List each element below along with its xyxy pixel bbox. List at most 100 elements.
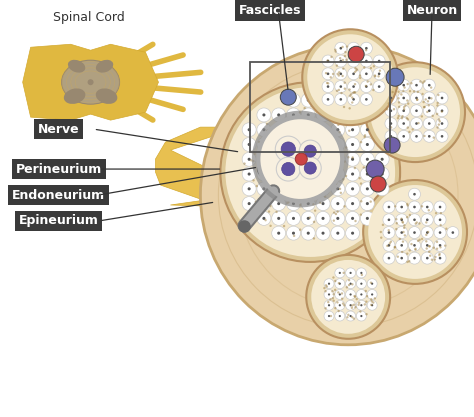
Circle shape: [327, 85, 329, 88]
Circle shape: [398, 105, 410, 117]
Circle shape: [348, 279, 350, 281]
Circle shape: [401, 115, 404, 118]
Circle shape: [441, 135, 443, 138]
Circle shape: [385, 92, 397, 104]
Circle shape: [371, 181, 374, 183]
Circle shape: [426, 257, 428, 259]
Circle shape: [415, 109, 418, 112]
Circle shape: [366, 187, 369, 191]
Circle shape: [299, 204, 301, 206]
Circle shape: [428, 135, 430, 138]
Circle shape: [359, 77, 361, 79]
Circle shape: [407, 118, 409, 121]
Circle shape: [316, 130, 319, 133]
Circle shape: [284, 141, 287, 144]
Circle shape: [301, 152, 315, 166]
Circle shape: [307, 158, 310, 161]
Circle shape: [439, 231, 441, 234]
Circle shape: [242, 138, 256, 151]
Circle shape: [365, 62, 465, 162]
Circle shape: [358, 177, 361, 179]
Circle shape: [398, 131, 410, 142]
Circle shape: [242, 182, 256, 196]
Circle shape: [307, 128, 310, 131]
Circle shape: [242, 123, 256, 137]
Circle shape: [359, 74, 361, 77]
Circle shape: [335, 55, 347, 67]
Circle shape: [247, 173, 251, 176]
Circle shape: [374, 297, 376, 299]
Circle shape: [336, 158, 339, 161]
Circle shape: [322, 93, 334, 106]
Circle shape: [336, 64, 338, 67]
Circle shape: [383, 239, 395, 251]
Circle shape: [364, 303, 366, 306]
Circle shape: [332, 297, 334, 299]
Circle shape: [385, 118, 397, 130]
Circle shape: [335, 311, 345, 321]
Circle shape: [322, 80, 334, 93]
Circle shape: [416, 221, 418, 224]
Circle shape: [324, 279, 334, 289]
Circle shape: [346, 268, 356, 278]
Circle shape: [339, 315, 341, 317]
Circle shape: [309, 142, 311, 145]
Circle shape: [434, 214, 446, 226]
Circle shape: [352, 91, 355, 94]
Circle shape: [440, 212, 442, 214]
Circle shape: [307, 99, 310, 102]
Circle shape: [383, 226, 395, 239]
Circle shape: [225, 87, 395, 257]
Circle shape: [354, 83, 356, 85]
Circle shape: [401, 257, 403, 259]
Circle shape: [286, 182, 301, 196]
Circle shape: [414, 249, 417, 251]
Text: Perineurium: Perineurium: [16, 163, 102, 176]
Circle shape: [388, 229, 390, 231]
Circle shape: [383, 201, 395, 213]
Circle shape: [428, 209, 430, 211]
Circle shape: [252, 160, 255, 162]
Circle shape: [307, 143, 310, 146]
Circle shape: [437, 126, 439, 128]
Circle shape: [421, 93, 424, 95]
Circle shape: [413, 206, 416, 208]
Circle shape: [408, 131, 410, 133]
Circle shape: [341, 75, 344, 77]
Circle shape: [353, 317, 355, 320]
Circle shape: [371, 304, 373, 306]
Circle shape: [423, 106, 426, 108]
Circle shape: [356, 289, 366, 299]
Circle shape: [282, 162, 284, 164]
Circle shape: [327, 301, 329, 303]
Circle shape: [344, 55, 346, 57]
Circle shape: [366, 173, 369, 176]
Circle shape: [336, 173, 339, 176]
Circle shape: [370, 67, 372, 69]
Circle shape: [410, 82, 412, 84]
Circle shape: [286, 138, 301, 151]
Circle shape: [257, 197, 271, 211]
Circle shape: [279, 126, 282, 129]
Circle shape: [310, 151, 312, 154]
Circle shape: [332, 299, 335, 302]
Circle shape: [415, 222, 417, 225]
Circle shape: [273, 155, 276, 157]
Circle shape: [282, 163, 295, 176]
Circle shape: [339, 73, 342, 75]
Circle shape: [277, 217, 280, 220]
Circle shape: [347, 314, 349, 316]
Circle shape: [286, 93, 301, 107]
Circle shape: [274, 137, 276, 139]
Circle shape: [439, 257, 441, 259]
Circle shape: [428, 97, 430, 99]
Circle shape: [351, 113, 354, 116]
Circle shape: [339, 57, 341, 59]
Circle shape: [272, 152, 286, 166]
Circle shape: [247, 158, 251, 161]
Circle shape: [335, 213, 337, 215]
Circle shape: [254, 153, 256, 155]
Circle shape: [286, 123, 301, 137]
Circle shape: [313, 146, 316, 148]
Circle shape: [356, 298, 358, 300]
